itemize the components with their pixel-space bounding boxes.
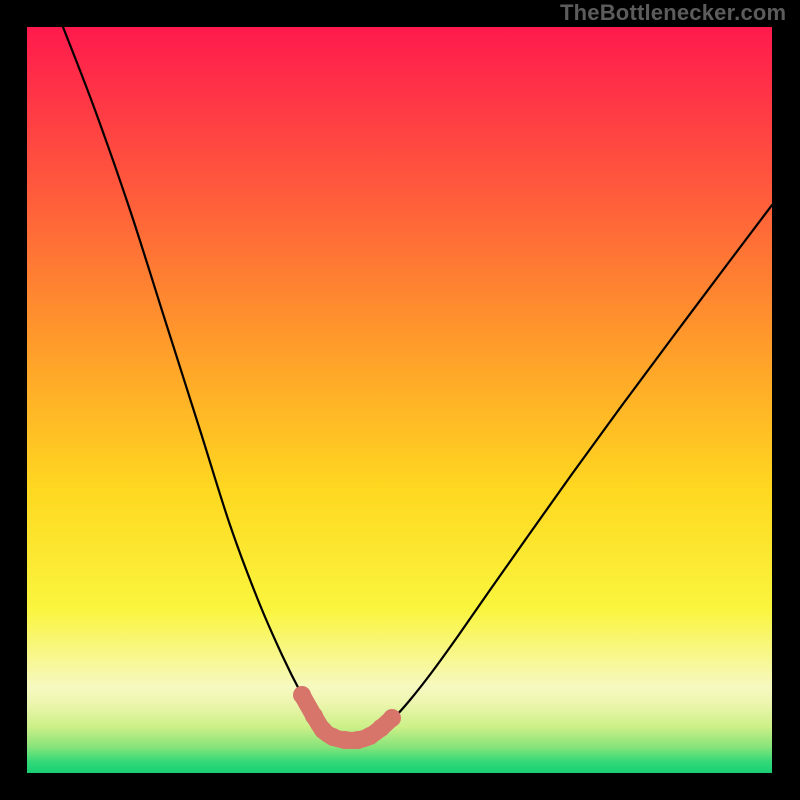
marker-dot [383,709,401,727]
bottleneck-chart [0,0,800,800]
watermark-text: TheBottlenecker.com [560,0,786,26]
gradient-background [27,27,772,773]
marker-dot [293,686,311,704]
